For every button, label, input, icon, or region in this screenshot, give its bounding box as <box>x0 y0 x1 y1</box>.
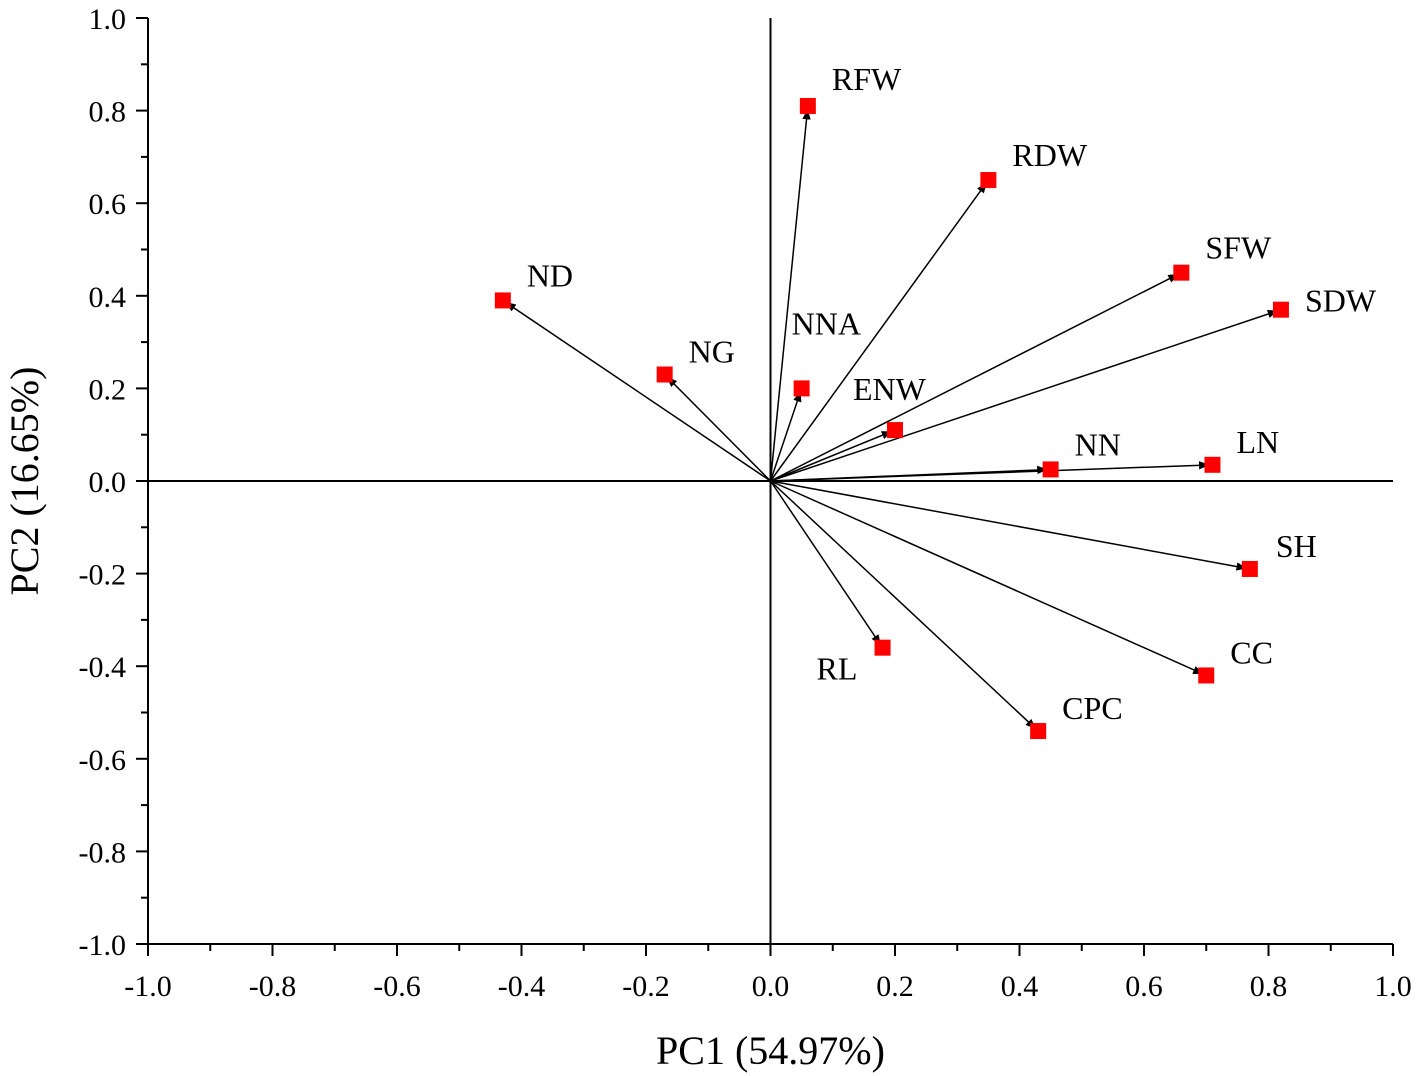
x-tick-label: -0.6 <box>373 970 421 1003</box>
x-tick-label: 0.4 <box>1001 970 1039 1003</box>
x-tick-label: 0.0 <box>752 970 790 1003</box>
loading-arrow-nd <box>505 302 771 482</box>
loading-arrow-ln <box>770 461 1210 482</box>
loading-marker-sh <box>1241 560 1258 577</box>
loading-marker-ln <box>1204 456 1221 473</box>
loading-marker-ng <box>656 366 673 383</box>
loading-arrow-nna <box>769 391 802 482</box>
loading-arrow-rdw <box>769 182 987 482</box>
y-tick-label: -0.2 <box>79 559 127 592</box>
loading-marker-nn <box>1042 461 1059 478</box>
x-tick-label: 0.2 <box>876 970 914 1003</box>
loading-arrow-cc <box>770 480 1204 675</box>
loading-arrow-cpc <box>769 480 1037 730</box>
loading-marker-rdw <box>980 172 997 189</box>
loading-marker-rfw <box>799 97 816 114</box>
variable-label-nn: NN <box>1075 426 1121 462</box>
tick-marks <box>136 17 1394 956</box>
y-tick-label: 0.6 <box>89 188 127 221</box>
y-tick-label: -0.6 <box>79 744 127 777</box>
variable-label-ng: NG <box>689 334 735 370</box>
y-tick-label: -1.0 <box>79 929 127 962</box>
x-axis-title: PC1 (54.97%) <box>656 1028 885 1073</box>
y-tick-label: 0.8 <box>89 96 127 129</box>
variable-label-sh: SH <box>1276 528 1317 564</box>
x-tick-label: -0.8 <box>249 970 297 1003</box>
loading-arrow-ng <box>666 376 772 482</box>
loading-marker-cc <box>1198 667 1215 684</box>
variable-label-rfw: RFW <box>832 61 902 97</box>
loading-marker-sdw <box>1272 301 1289 318</box>
y-tick-label: -0.4 <box>79 651 127 684</box>
x-tick-label: 0.6 <box>1125 970 1163 1003</box>
tick-labels: -1.0 -0.8 -0.6 -0.4 -0.2 0.0 0.2 0.4 0.6 0.8 1.0 1.… <box>79 3 1412 1003</box>
variable-label-sfw: SFW <box>1205 230 1272 266</box>
variable-label-enw: ENW <box>853 371 927 407</box>
y-tick-label: 0.2 <box>89 373 127 406</box>
loading-marker-enw <box>887 422 903 439</box>
variable-label-rdw: RDW <box>1012 137 1087 173</box>
loading-arrow-rl <box>769 480 881 646</box>
loading-arrow-sdw <box>770 309 1279 482</box>
variable-label-nd: ND <box>527 257 573 293</box>
y-axis-title: PC2 (16.65%) <box>2 367 47 596</box>
x-tick-label: -0.4 <box>498 970 546 1003</box>
loading-marker-nd <box>494 292 511 309</box>
y-tick-label: 1.0 <box>89 3 127 36</box>
variable-labels: RFW RDW SFW SDW ND NG NNA ENW NN LN SH CC RL CPC <box>527 61 1377 726</box>
loading-marker-nna <box>793 380 810 397</box>
loading-marker-cpc <box>1030 723 1047 740</box>
variable-label-cpc: CPC <box>1062 690 1122 726</box>
variable-label-cc: CC <box>1230 634 1273 670</box>
x-tick-label: -1.0 <box>124 970 172 1003</box>
loading-arrows <box>505 108 1279 730</box>
y-tick-label: 0.0 <box>89 466 127 499</box>
variable-label-nna: NNA <box>792 305 861 341</box>
loading-arrow-sh <box>770 480 1247 571</box>
variable-label-sdw: SDW <box>1305 283 1377 319</box>
loading-marker-rl <box>874 639 891 656</box>
loading-arrow-rfw <box>769 108 811 482</box>
y-tick-label: -0.8 <box>79 836 127 869</box>
x-tick-label: 1.0 <box>1374 970 1412 1003</box>
loading-markers <box>494 97 1289 740</box>
variable-label-rl: RL <box>817 651 858 687</box>
loading-arrow-enw <box>770 430 893 482</box>
loading-arrow-sfw <box>770 273 1179 482</box>
x-tick-label: -0.2 <box>622 970 670 1003</box>
x-tick-label: 0.8 <box>1250 970 1288 1003</box>
y-tick-label: 0.4 <box>89 281 127 314</box>
variable-label-ln: LN <box>1236 424 1279 460</box>
loading-marker-sfw <box>1173 264 1190 281</box>
